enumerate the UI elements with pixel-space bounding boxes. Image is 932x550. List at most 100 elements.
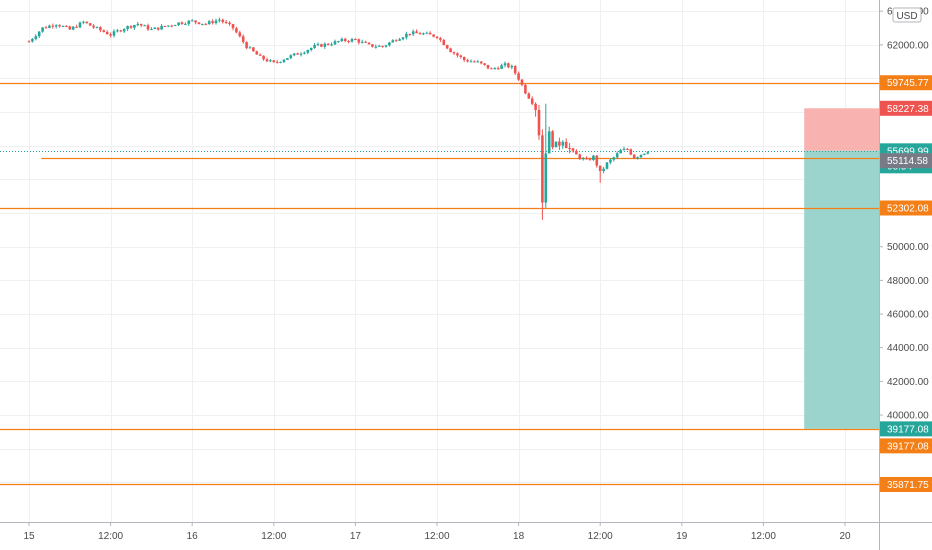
candle-body [479, 61, 483, 64]
candle-body [163, 25, 167, 27]
candle-body [258, 54, 262, 56]
candle-body [554, 141, 558, 148]
candle-body [568, 148, 571, 150]
candle-body [510, 66, 514, 68]
candle-body [585, 158, 588, 160]
candle-body [388, 42, 391, 46]
candle-body [639, 154, 643, 158]
time-tick-label: 12:00 [98, 531, 123, 542]
candle-body [558, 141, 561, 146]
candle-body [65, 26, 68, 28]
price-badge-label: 55699.99 [887, 146, 929, 157]
candle-body [286, 58, 289, 60]
candle-body [459, 55, 463, 57]
candle-body [646, 152, 650, 154]
candle-body [313, 45, 316, 48]
candle-body [333, 41, 337, 45]
candle-body [354, 39, 357, 41]
candle-body [456, 53, 459, 56]
time-tick-label: 12:00 [424, 531, 449, 542]
candle-body [537, 110, 541, 136]
candle-body [282, 59, 286, 62]
candle-body [262, 55, 265, 60]
candle-body [377, 45, 381, 47]
candle-body [129, 26, 133, 28]
candle-body [173, 25, 177, 27]
candle-body [445, 45, 449, 49]
candle-body [296, 53, 299, 55]
candle-body [547, 131, 551, 154]
candle-body [473, 61, 476, 63]
chart-grid [0, 0, 879, 522]
candle-body [337, 41, 340, 43]
price-badge-label: 58227.38 [887, 104, 929, 115]
candle-body [112, 31, 116, 36]
candle-body [58, 25, 61, 27]
candle-body [31, 39, 34, 42]
candle-body [275, 62, 279, 64]
price-badge-label: 35871.75 [887, 480, 929, 491]
candle-body [418, 33, 422, 35]
candle-body [571, 148, 575, 151]
candle-body [34, 36, 38, 40]
time-tick-label: 12:00 [588, 531, 613, 542]
candle-body [340, 38, 344, 42]
candle-body [92, 25, 95, 28]
candle-body [105, 31, 109, 35]
candle-body [415, 31, 418, 34]
candle-body [483, 63, 486, 65]
currency-button[interactable]: USD [892, 7, 922, 23]
candle-body [150, 29, 153, 31]
short-position-tool[interactable] [804, 108, 879, 429]
candle-body [588, 159, 592, 161]
candle-body [153, 27, 157, 30]
price-tick-label: 42000.00 [887, 377, 929, 388]
candle-body [486, 64, 490, 69]
candle-body [177, 22, 180, 26]
candle-body [289, 55, 293, 59]
candle-body [116, 30, 119, 32]
candle-body [255, 51, 259, 55]
candle-body [394, 40, 398, 42]
position-stop-zone [804, 108, 879, 151]
candle-body [544, 153, 548, 203]
candle-body [292, 53, 296, 56]
candle-body [207, 21, 211, 24]
candle-body [303, 52, 306, 54]
candle-body [609, 159, 612, 163]
candle-body [48, 25, 51, 28]
candle-body [316, 44, 320, 46]
candle-body [551, 131, 554, 148]
candle-body [364, 41, 367, 43]
horizontal-price-lines[interactable] [0, 82, 879, 486]
candle-body [68, 26, 72, 30]
candle-body [517, 73, 520, 80]
candle-body [371, 44, 374, 47]
candle-body [245, 42, 248, 49]
time-tick-label: 16 [187, 531, 199, 542]
time-tick-label: 12:00 [261, 531, 286, 542]
price-badge [880, 75, 932, 91]
candle-body [119, 30, 123, 32]
candle-body [408, 33, 412, 35]
candle-body [428, 32, 432, 35]
candle-body [469, 61, 473, 63]
candle-body [622, 148, 626, 151]
candle-body [347, 40, 350, 42]
candle-body [224, 21, 228, 23]
price-tick-label: 40000.00 [887, 411, 929, 422]
candle-body [500, 65, 503, 69]
price-badge [880, 438, 932, 454]
time-tick-label: 12:00 [751, 531, 776, 542]
candle-body [330, 44, 333, 46]
candle-body [139, 23, 143, 26]
candle-body [51, 25, 55, 27]
candle-body [265, 59, 269, 62]
candle-body [490, 68, 493, 70]
position-target-zone [804, 150, 879, 429]
candle-body [306, 50, 310, 53]
candle-body [95, 27, 99, 29]
price-axis-badges: 59745.7755265.2752302.0839177.0835871.75… [880, 75, 932, 492]
candle-body [231, 24, 235, 29]
